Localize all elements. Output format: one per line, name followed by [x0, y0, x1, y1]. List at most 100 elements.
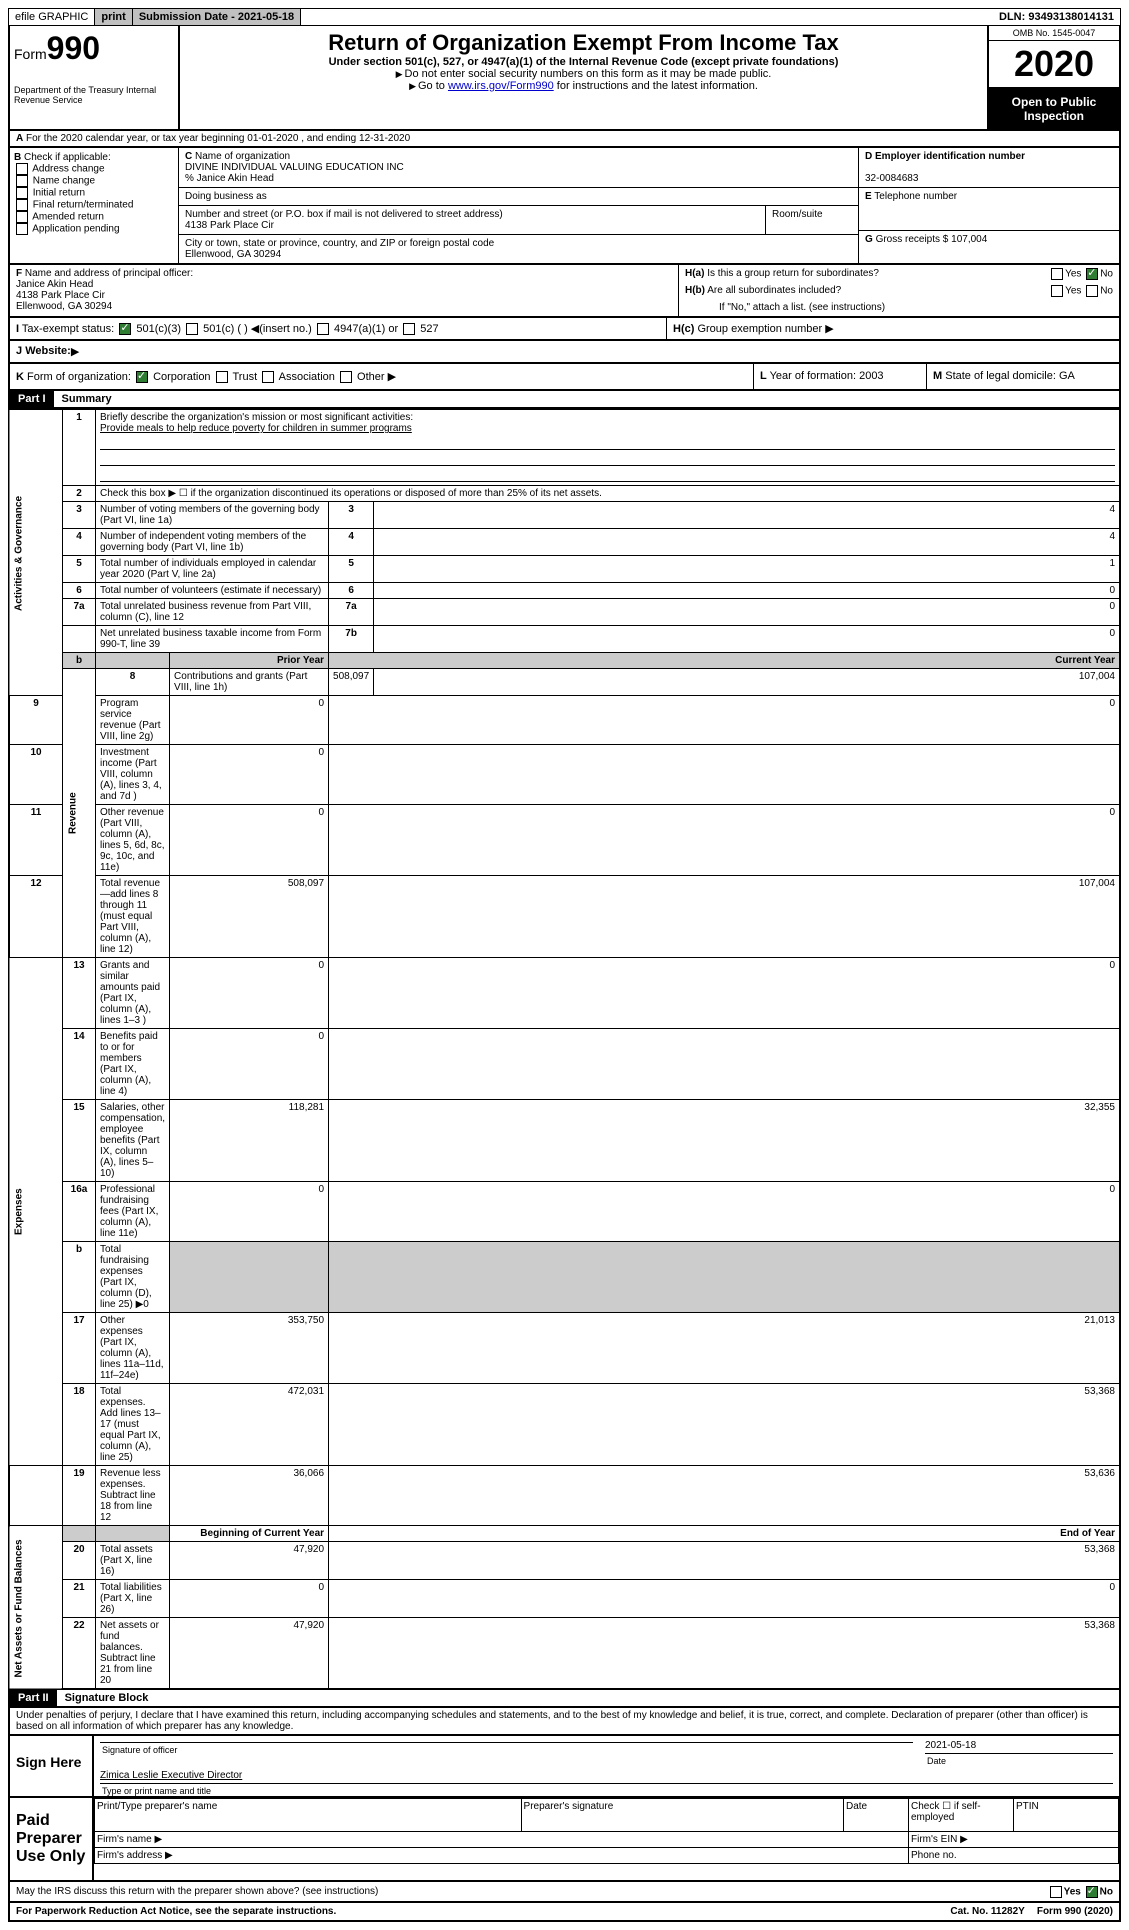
ha-label: Is this a group return for subordinates? [707, 268, 879, 279]
firm-addr: Firm's address ▶ [95, 1848, 909, 1864]
l11c: 0 [329, 805, 1120, 876]
chk-4947[interactable] [317, 323, 329, 335]
part1-title: Summary [54, 391, 120, 407]
year-formation: 2003 [859, 370, 883, 382]
line17: Other expenses (Part IX, column (A), lin… [96, 1313, 170, 1384]
irs-link[interactable]: www.irs.gov/Form990 [448, 80, 554, 92]
discuss-yes[interactable] [1050, 1886, 1062, 1898]
chk-initial[interactable]: Initial return [14, 187, 174, 199]
line11: Other revenue (Part VIII, column (A), li… [96, 805, 170, 876]
side-netassets: Net Assets or Fund Balances [9, 1526, 63, 1690]
paid-preparer-label: Paid Preparer Use Only [10, 1798, 94, 1880]
chk-trust[interactable] [216, 371, 228, 383]
topbar: efile GRAPHIC print Submission Date - 20… [8, 8, 1121, 26]
officer-addr1: 4138 Park Place Cir [16, 290, 105, 301]
l19p: 36,066 [170, 1466, 329, 1526]
ha-yes[interactable] [1051, 268, 1063, 280]
l12p: 508,097 [170, 876, 329, 958]
dept-label: Department of the Treasury Internal Reve… [14, 85, 174, 105]
l9p: 0 [170, 696, 329, 745]
line8: Contributions and grants (Part VIII, lin… [170, 669, 329, 696]
submission-date-button[interactable]: Submission Date - 2021-05-18 [133, 9, 301, 25]
col-end: End of Year [1060, 1528, 1115, 1539]
open-inspection: Open to Public Inspection [989, 89, 1119, 129]
chk-assoc[interactable] [262, 371, 274, 383]
l20c: 53,368 [329, 1542, 1120, 1580]
ptin-label: PTIN [1014, 1799, 1119, 1832]
chk-address[interactable]: Address change [14, 163, 174, 175]
discuss-no[interactable] [1086, 1886, 1098, 1898]
sign-here-label: Sign Here [10, 1736, 94, 1796]
line22: Net assets or fund balances. Subtract li… [96, 1618, 170, 1690]
tax-year: 2020 [989, 41, 1119, 89]
l13c: 0 [329, 958, 1120, 1029]
l18c: 53,368 [329, 1384, 1120, 1466]
org-street: 4138 Park Place Cir [185, 220, 274, 231]
l21p: 0 [170, 1580, 329, 1618]
col-begin: Beginning of Current Year [200, 1528, 324, 1539]
l21c: 0 [329, 1580, 1120, 1618]
l12c: 107,004 [329, 876, 1120, 958]
line2: Check this box ▶ ☐ if the organization d… [96, 486, 1121, 502]
hb-yes[interactable] [1051, 285, 1063, 297]
chk-pending[interactable]: Application pending [14, 223, 174, 235]
line16a: Professional fundraising fees (Part IX, … [96, 1182, 170, 1242]
val7a: 0 [374, 599, 1120, 626]
subtitle-1: Under section 501(c), 527, or 4947(a)(1)… [184, 56, 983, 68]
hb-label: Are all subordinates included? [707, 285, 841, 296]
sig-date: 2021-05-18 [925, 1738, 1113, 1754]
self-employed[interactable]: Check ☐ if self-employed [909, 1799, 1014, 1832]
col-current: Current Year [1055, 655, 1115, 666]
side-revenue: Revenue [63, 669, 96, 958]
subtitle-3: Go to www.irs.gov/Form990 for instructio… [184, 80, 983, 92]
pra-notice: For Paperwork Reduction Act Notice, see … [10, 1903, 944, 1920]
firm-name: Firm's name ▶ [95, 1832, 909, 1848]
firm-ein: Firm's EIN ▶ [909, 1832, 1119, 1848]
dba-label: Doing business as [179, 188, 858, 206]
l8c: 107,004 [374, 669, 1120, 696]
form-footer: Form 990 (2020) [1031, 1903, 1119, 1920]
main-header: Form990 Department of the Treasury Inter… [8, 26, 1121, 131]
part2-title: Signature Block [57, 1690, 157, 1706]
line6: Total number of volunteers (estimate if … [96, 583, 329, 599]
ha-no[interactable] [1086, 268, 1098, 280]
hb-no[interactable] [1086, 285, 1098, 297]
chk-corp[interactable] [136, 371, 148, 383]
part1-hdr: Part I [10, 391, 54, 407]
mission-text: Provide meals to help reduce poverty for… [100, 423, 412, 434]
chk-527[interactable] [403, 323, 415, 335]
website-label: Website: [25, 345, 71, 358]
val5: 1 [374, 556, 1120, 583]
chk-other[interactable] [340, 371, 352, 383]
form-number: Form990 [14, 30, 174, 67]
line10: Investment income (Part VIII, column (A)… [96, 745, 170, 805]
line7b: Net unrelated business taxable income fr… [96, 626, 329, 653]
l13p: 0 [170, 958, 329, 1029]
perjury-text: Under penalties of perjury, I declare th… [8, 1708, 1121, 1736]
chk-amended[interactable]: Amended return [14, 211, 174, 223]
l16ac: 0 [329, 1182, 1120, 1242]
form-org-label: Form of organization: [27, 371, 131, 383]
l22p: 47,920 [170, 1618, 329, 1690]
l10c [329, 745, 1120, 805]
l17p: 353,750 [170, 1313, 329, 1384]
cat-no: Cat. No. 11282Y [944, 1903, 1030, 1920]
chk-501c[interactable] [186, 323, 198, 335]
line1-label: Briefly describe the organization's miss… [100, 412, 413, 423]
l22c: 53,368 [329, 1618, 1120, 1690]
sig-date-label: Date [919, 1756, 1119, 1766]
l16ap: 0 [170, 1182, 329, 1242]
print-button[interactable]: print [95, 9, 132, 25]
line21: Total liabilities (Part X, line 26) [96, 1580, 170, 1618]
officer-print-name: Zimica Leslie Executive Director [100, 1770, 242, 1781]
ein: 32-0084683 [865, 173, 918, 184]
omb-label: OMB No. 1545-0047 [989, 26, 1119, 41]
chk-name[interactable]: Name change [14, 175, 174, 187]
side-expenses: Expenses [9, 958, 63, 1466]
chk-501c3[interactable] [119, 323, 131, 335]
chk-final[interactable]: Final return/terminated [14, 199, 174, 211]
line9: Program service revenue (Part VIII, line… [96, 696, 170, 745]
l14c [329, 1029, 1120, 1100]
line7a: Total unrelated business revenue from Pa… [96, 599, 329, 626]
prep-sig-label: Preparer's signature [521, 1799, 843, 1832]
